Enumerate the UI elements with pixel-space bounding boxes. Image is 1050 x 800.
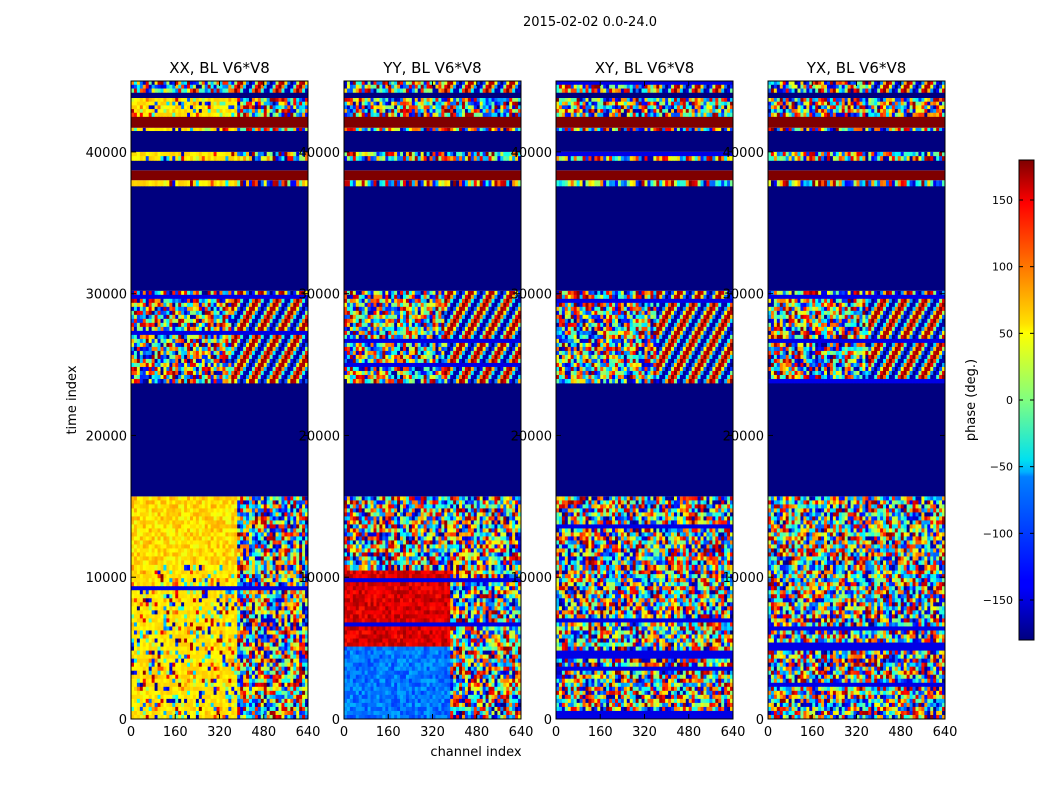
figure-suptitle: 2015-02-02 0.0-24.0 (523, 15, 657, 30)
y-tick-label: 40000 (86, 146, 127, 161)
x-tick-label: 0 (340, 725, 348, 740)
y-tick-label: 0 (119, 713, 127, 728)
y-tick-label: 10000 (299, 571, 340, 586)
x-tick-label: 160 (163, 725, 188, 740)
x-tick-label: 160 (376, 725, 401, 740)
panel-xy: XY, BL V6*V8 0 160 320 480 640 0 10000 20000 3000… (511, 59, 746, 740)
y-tick-label: 30000 (511, 288, 552, 303)
y-tick-label: 30000 (299, 288, 340, 303)
y-tick-label: 40000 (299, 146, 340, 161)
y-tick-label: 10000 (86, 571, 127, 586)
colorbar-tick-label: −50 (990, 461, 1013, 474)
panel-yx: YX, BL V6*V8 0 160 320 480 640 0 10000 20000 3000… (723, 59, 958, 740)
panel-xx: XX, BL V6*V8 0 160 320 480 640 0 10000 20000 3000… (86, 59, 321, 740)
x-tick-label: 160 (800, 725, 825, 740)
heatmap-panels: XX, BL V6*V8 0 160 320 480 640 0 10000 20000 3000… (86, 59, 958, 740)
y-axis-label: time index (65, 365, 80, 434)
x-tick-label: 320 (844, 725, 869, 740)
y-tick-label: 10000 (723, 571, 764, 586)
colorbar-tick-label: 100 (992, 261, 1013, 274)
panel-yy-image (344, 81, 521, 719)
y-tick-label: 20000 (86, 429, 127, 444)
figure: 2015-02-02 0.0-24.0 XX, BL V6*V8 0 160 320 4… (0, 0, 1050, 800)
x-tick-label: 480 (676, 725, 701, 740)
panel-title: XX, BL V6*V8 (169, 59, 270, 77)
panel-yx-image (768, 81, 945, 719)
x-tick-label: 480 (888, 725, 913, 740)
colorbar-tick-label: 150 (992, 194, 1013, 207)
x-axis-label: channel index (430, 745, 521, 760)
panel-xx-image (131, 81, 308, 719)
y-tick-label: 30000 (86, 288, 127, 303)
colorbar-tick-label: 0 (1006, 394, 1013, 407)
panel-title: XY, BL V6*V8 (595, 59, 695, 77)
panel-title: YX, BL V6*V8 (806, 59, 907, 77)
colorbar-label: phase (deg.) (964, 359, 979, 441)
y-tick-label: 20000 (723, 429, 764, 444)
y-tick-label: 20000 (299, 429, 340, 444)
x-tick-label: 640 (721, 725, 746, 740)
y-tick-label: 40000 (723, 146, 764, 161)
colorbar: 150 100 50 0 −50 −100 −150 phase (deg.) (964, 160, 1034, 640)
x-tick-label: 480 (464, 725, 489, 740)
x-tick-label: 320 (632, 725, 657, 740)
y-tick-label: 30000 (723, 288, 764, 303)
x-tick-label: 320 (207, 725, 232, 740)
y-tick-label: 0 (332, 713, 340, 728)
x-tick-label: 0 (764, 725, 772, 740)
x-tick-label: 0 (552, 725, 560, 740)
colorbar-tick-label: −150 (983, 594, 1013, 607)
x-tick-label: 160 (588, 725, 613, 740)
colorbar-tick-label: −100 (983, 527, 1013, 540)
x-tick-label: 480 (251, 725, 276, 740)
panel-yy: YY, BL V6*V8 0 160 320 480 640 0 10000 20000 3000… (299, 59, 534, 740)
panel-xy-image (556, 81, 733, 719)
y-tick-label: 20000 (511, 429, 552, 444)
x-tick-label: 640 (933, 725, 958, 740)
x-tick-label: 320 (420, 725, 445, 740)
panel-title: YY, BL V6*V8 (382, 59, 481, 77)
y-tick-label: 0 (756, 713, 764, 728)
colorbar-tick-label: 50 (999, 327, 1013, 340)
y-tick-label: 0 (544, 713, 552, 728)
x-tick-label: 640 (296, 725, 321, 740)
x-tick-label: 640 (509, 725, 534, 740)
y-tick-label: 40000 (511, 146, 552, 161)
x-tick-label: 0 (127, 725, 135, 740)
y-tick-label: 10000 (511, 571, 552, 586)
